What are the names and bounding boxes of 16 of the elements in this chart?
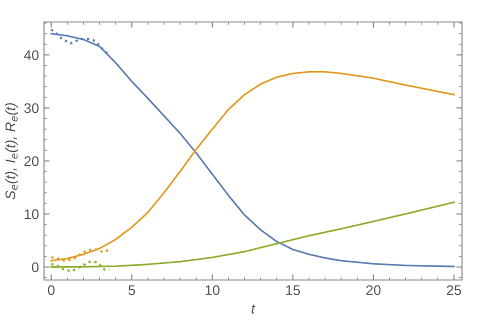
x-tick-label: 5 [128,285,136,296]
y-tick-label: 30 [24,103,39,114]
x-tick-label: 20 [366,285,381,296]
line-series [50,71,455,262]
x-axis-title: t [252,304,256,314]
line-series [50,32,455,268]
line-series [50,201,455,268]
x-tick-label: 0 [48,285,55,296]
x-tick-label: 15 [286,285,300,296]
x-tick-label: 10 [206,285,220,296]
y-tick-label: 0 [32,262,39,272]
y-tick-label: 40 [24,50,39,60]
y-tick-label: 10 [24,209,39,220]
x-tick-label: 25 [446,285,462,296]
y-axis-title: S$_{e}$(t), I$_{e}$(t), R$_{e}$(t) [5,103,18,200]
y-tick-label: 20 [24,156,39,166]
